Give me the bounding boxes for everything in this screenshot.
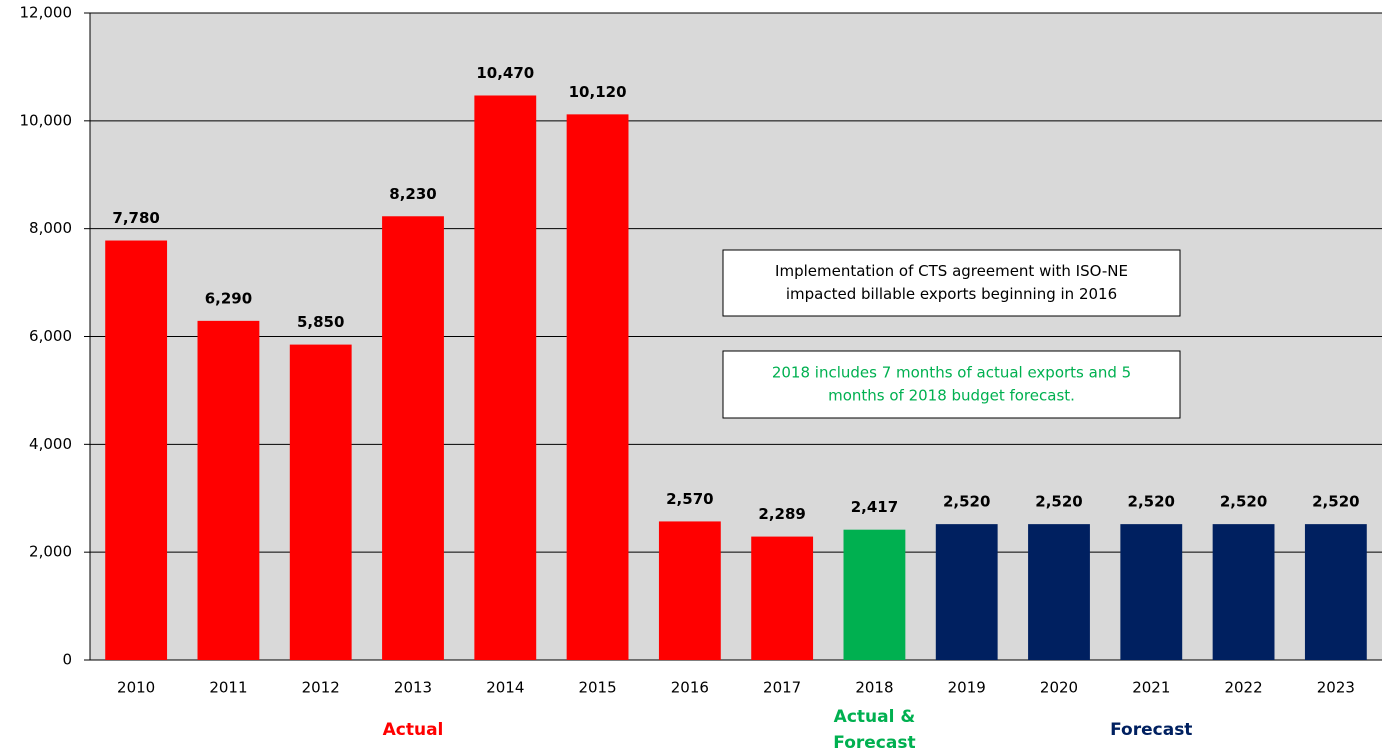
annotation-text: months of 2018 budget forecast. — [828, 387, 1075, 405]
value-label: 2,570 — [666, 490, 713, 508]
bar — [751, 536, 814, 660]
group-label: Actual & — [834, 707, 916, 727]
value-label: 2,417 — [851, 498, 898, 516]
bar — [1304, 524, 1367, 660]
value-label: 5,850 — [297, 313, 344, 331]
annotation-box — [722, 350, 1181, 419]
bar — [1028, 524, 1090, 660]
y-tick-label: 4,000 — [29, 435, 72, 453]
x-tick-label: 2022 — [1224, 679, 1262, 697]
x-tick-label: 2019 — [948, 679, 986, 697]
annotation-text: 2018 includes 7 months of actual exports… — [772, 364, 1131, 382]
value-label: 2,520 — [1312, 493, 1359, 511]
x-tick-label: 2012 — [302, 679, 340, 697]
bar — [382, 216, 444, 660]
bar — [843, 529, 906, 660]
x-tick-label: 2015 — [578, 679, 616, 697]
y-tick-label: 6,000 — [29, 327, 72, 345]
value-label: 10,120 — [569, 83, 627, 101]
bar — [474, 95, 537, 661]
bar — [1120, 524, 1183, 660]
value-label: 2,520 — [1128, 493, 1175, 511]
bar — [289, 344, 352, 660]
value-label: 6,290 — [205, 289, 252, 307]
y-tick-label: 0 — [62, 651, 72, 669]
bar — [566, 114, 629, 660]
y-tick-label: 8,000 — [29, 219, 72, 237]
x-tick-label: 2018 — [855, 679, 893, 697]
y-tick-label: 10,000 — [20, 111, 73, 129]
x-tick-label: 2010 — [117, 679, 155, 697]
x-tick-label: 2021 — [1132, 679, 1170, 697]
value-label: 2,289 — [758, 505, 805, 523]
annotation-text: Implementation of CTS agreement with ISO… — [775, 262, 1128, 280]
bar — [105, 240, 168, 661]
x-tick-label: 2011 — [209, 679, 247, 697]
value-label: 2,520 — [1035, 493, 1082, 511]
bar — [197, 320, 260, 660]
annotation-box — [722, 249, 1181, 317]
y-tick-label: 12,000 — [20, 4, 73, 22]
value-label: 2,520 — [1220, 493, 1267, 511]
x-tick-label: 2014 — [486, 679, 524, 697]
value-label: 10,470 — [476, 64, 534, 82]
x-tick-label: 2017 — [763, 679, 801, 697]
annotation-text: impacted billable exports beginning in 2… — [786, 285, 1117, 303]
x-tick-label: 2013 — [394, 679, 432, 697]
group-label: Forecast — [1110, 720, 1192, 740]
value-label: 7,780 — [112, 209, 159, 227]
x-tick-label: 2020 — [1040, 679, 1078, 697]
bar — [658, 521, 721, 660]
group-label: Actual — [383, 720, 444, 740]
bar — [935, 524, 998, 660]
bar — [1212, 524, 1275, 660]
value-label: 2,520 — [943, 493, 990, 511]
y-tick-label: 2,000 — [29, 543, 72, 561]
value-label: 8,230 — [389, 185, 436, 203]
group-label: Forecast — [833, 733, 915, 753]
x-tick-label: 2016 — [671, 679, 709, 697]
x-tick-label: 2023 — [1317, 679, 1355, 697]
